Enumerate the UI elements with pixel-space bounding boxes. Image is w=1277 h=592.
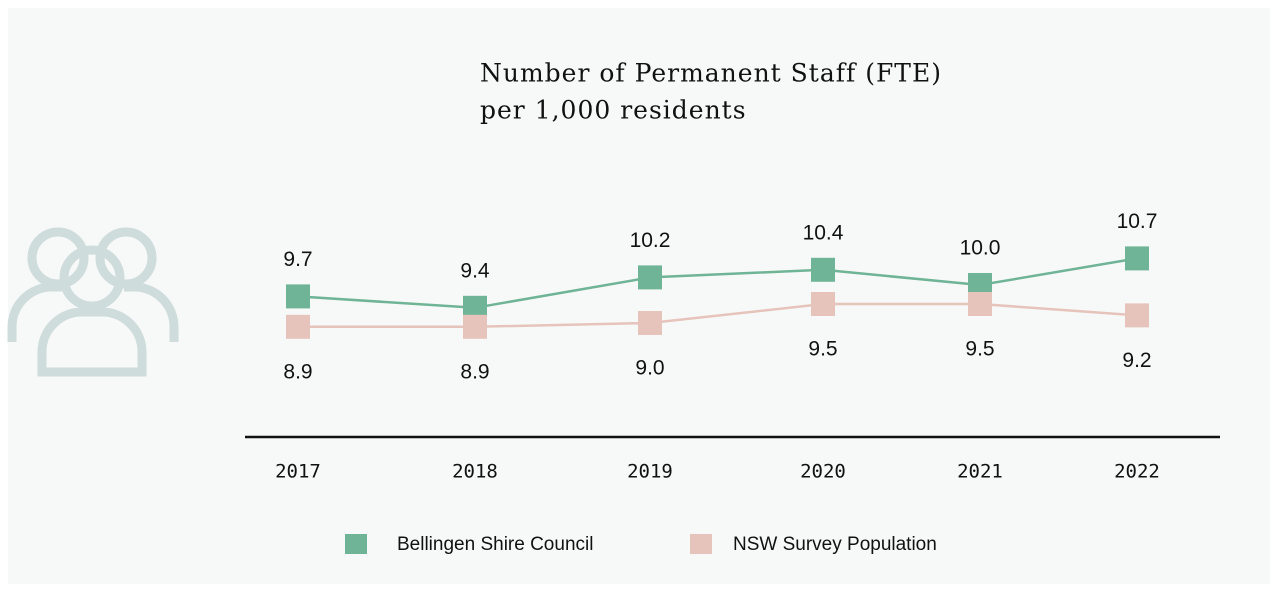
value-label: 10.7 — [1117, 210, 1158, 233]
x-tick-label: 2018 — [452, 461, 498, 483]
point — [1125, 303, 1149, 328]
value-label: 10.4 — [803, 221, 844, 244]
point — [286, 284, 310, 309]
legend-swatch — [345, 534, 367, 554]
legend-swatch — [690, 534, 712, 554]
panel — [8, 8, 1270, 584]
value-label: 9.5 — [965, 338, 994, 361]
series-line — [297, 257, 1138, 310]
value-label: 9.4 — [460, 259, 490, 282]
x-tick-label: 2017 — [275, 461, 321, 483]
value-label: 9.5 — [808, 338, 837, 361]
value-label: 9.0 — [635, 357, 664, 380]
point — [968, 292, 992, 316]
point — [638, 265, 662, 290]
x-tick-label: 2022 — [1114, 461, 1160, 483]
value-label: 8.9 — [460, 360, 489, 383]
chart-subtitle: per 1,000 residents — [480, 96, 747, 125]
value-label: 8.9 — [283, 360, 312, 383]
series-line — [298, 302, 1138, 329]
point — [286, 314, 310, 339]
legend-label: Bellingen Shire Council — [397, 534, 593, 555]
x-tick-label: 2020 — [800, 461, 846, 483]
x-tick-label: 2021 — [957, 461, 1003, 483]
legend-label: NSW Survey Population — [733, 534, 937, 555]
point — [811, 257, 835, 282]
people-icon — [7, 227, 179, 377]
value-label: 10.0 — [960, 237, 1001, 260]
point — [463, 314, 487, 339]
point — [1125, 246, 1149, 271]
point — [638, 311, 662, 335]
x-tick-label: 2019 — [627, 461, 673, 483]
value-label: 9.7 — [283, 248, 312, 271]
point — [811, 292, 835, 316]
value-label: 10.2 — [630, 229, 671, 252]
value-label: 9.2 — [1122, 349, 1151, 372]
chart-title: Number of Permanent Staff (FTE) — [480, 59, 942, 88]
